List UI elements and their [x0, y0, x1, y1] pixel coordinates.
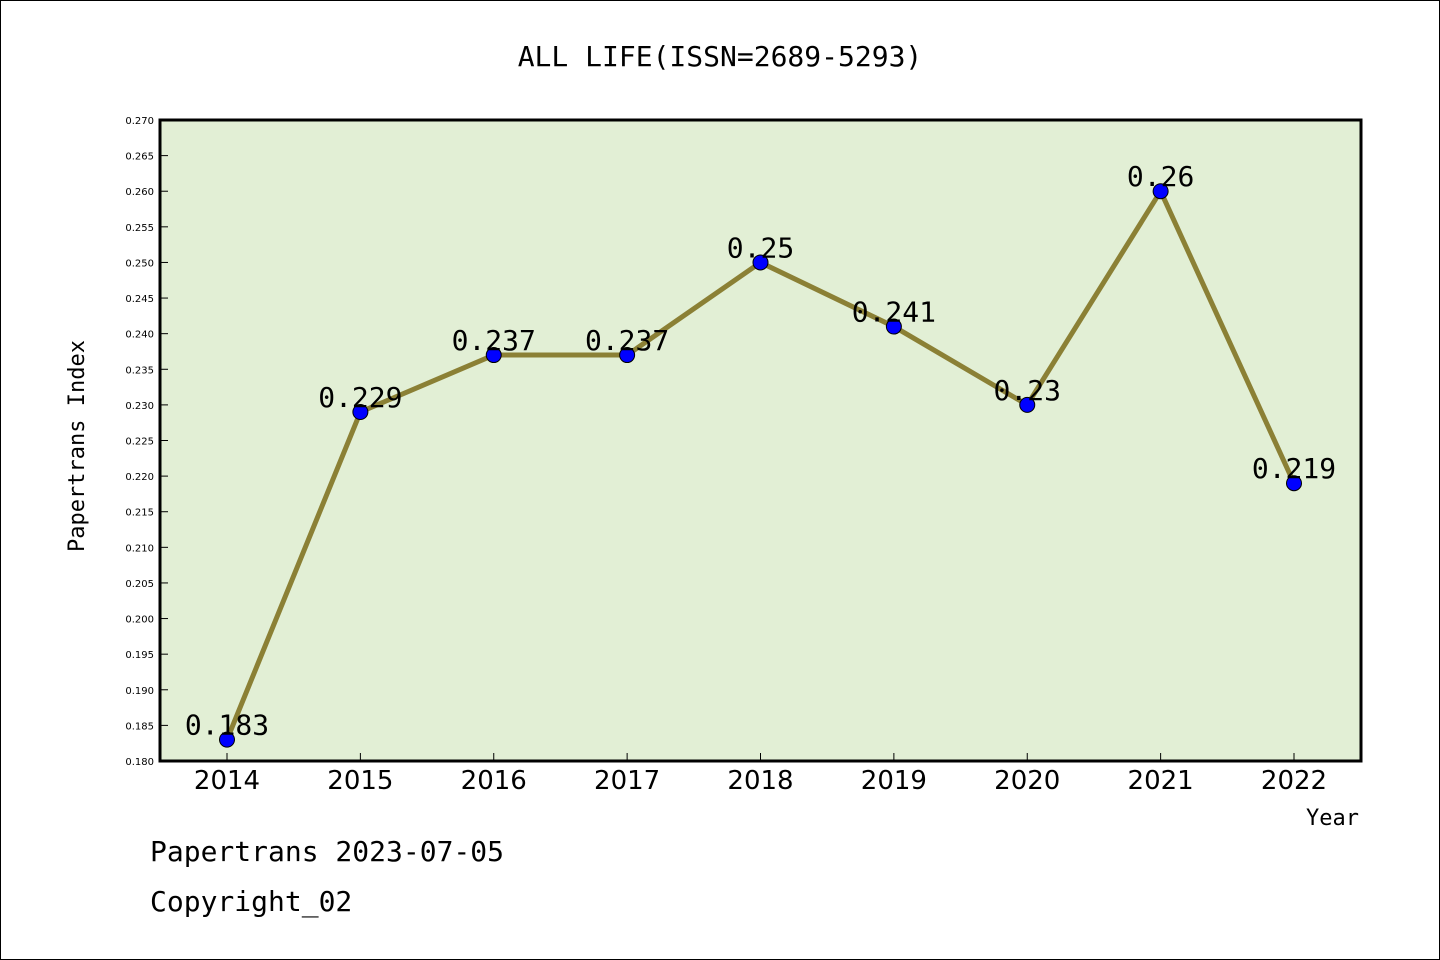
data-point-marker	[619, 347, 636, 364]
data-label: 0.26	[1127, 160, 1194, 193]
data-point-marker	[219, 731, 235, 748]
x-tick-label: 2015	[327, 766, 393, 796]
x-tick-label: 2021	[1128, 766, 1194, 796]
y-tick-label: 0.245	[125, 294, 154, 305]
y-tick-label: 0.205	[125, 579, 154, 590]
data-point-marker	[752, 254, 769, 271]
y-tick-label: 0.265	[125, 152, 154, 163]
y-tick-label: 0.220	[125, 472, 154, 483]
data-label: 0.183	[185, 709, 269, 742]
chart-title: ALL LIFE(ISSN=2689-5293)	[518, 40, 923, 73]
y-tick-label: 0.180	[125, 757, 154, 768]
x-tick-label: 2016	[461, 766, 527, 796]
series-group: 0.183 0.229 0.237 0.237 0.25 0.241 0.23 0.26 0.2…	[185, 160, 1336, 748]
y-tick-label: 0.250	[125, 258, 154, 269]
y-tick-label: 0.200	[125, 615, 154, 626]
data-label: 0.241	[852, 296, 936, 329]
x-tick-label: 2018	[727, 766, 793, 796]
y-tick-label: 0.185	[125, 721, 154, 732]
y-tick-label: 0.255	[125, 223, 154, 234]
y-tick-label: 0.215	[125, 508, 154, 519]
y-tick-label: 0.210	[125, 543, 154, 554]
x-tick-label: 2017	[594, 766, 660, 796]
x-tick-label: 2014	[194, 766, 260, 796]
x-tick-label: 2022	[1261, 766, 1327, 796]
data-point-marker	[885, 318, 902, 335]
x-axis-title: Year	[1306, 806, 1359, 831]
x-tick-label: 2020	[994, 766, 1060, 796]
y-tick-label: 0.240	[125, 330, 154, 341]
y-tick-label: 0.260	[125, 187, 154, 198]
plot-area	[158, 118, 1363, 763]
x-tick-label: 2019	[861, 766, 927, 796]
data-label: 0.25	[727, 231, 794, 264]
y-tick-label: 0.270	[125, 116, 154, 127]
data-point-marker	[1152, 183, 1169, 200]
data-point-marker	[1286, 475, 1302, 492]
y-axis: 0.180 0.185 0.190 0.195 0.200 0.205 0.210 0.215…	[125, 116, 168, 768]
data-label: 0.237	[452, 324, 536, 357]
data-label: 0.237	[585, 324, 669, 357]
y-tick-label: 0.190	[125, 686, 154, 697]
y-tick-label: 0.195	[125, 650, 154, 661]
data-point-marker	[352, 404, 369, 421]
data-point-marker	[1019, 396, 1036, 413]
data-label: 0.219	[1252, 452, 1336, 485]
y-tick-label: 0.235	[125, 365, 154, 376]
data-point-marker	[485, 347, 502, 364]
y-tick-label: 0.230	[125, 401, 154, 412]
x-axis: 2014 2015 2016 2017 2018 2019 2020 2021 2022	[194, 753, 1327, 796]
footer-copyright-text: Copyright_02	[150, 885, 353, 918]
data-label: 0.229	[318, 381, 402, 414]
y-tick-label: 0.225	[125, 437, 154, 448]
data-label: 0.23	[994, 374, 1061, 407]
footer-date-text: Papertrans 2023-07-05	[150, 835, 505, 868]
y-axis-title: Papertrans Index	[65, 340, 90, 552]
